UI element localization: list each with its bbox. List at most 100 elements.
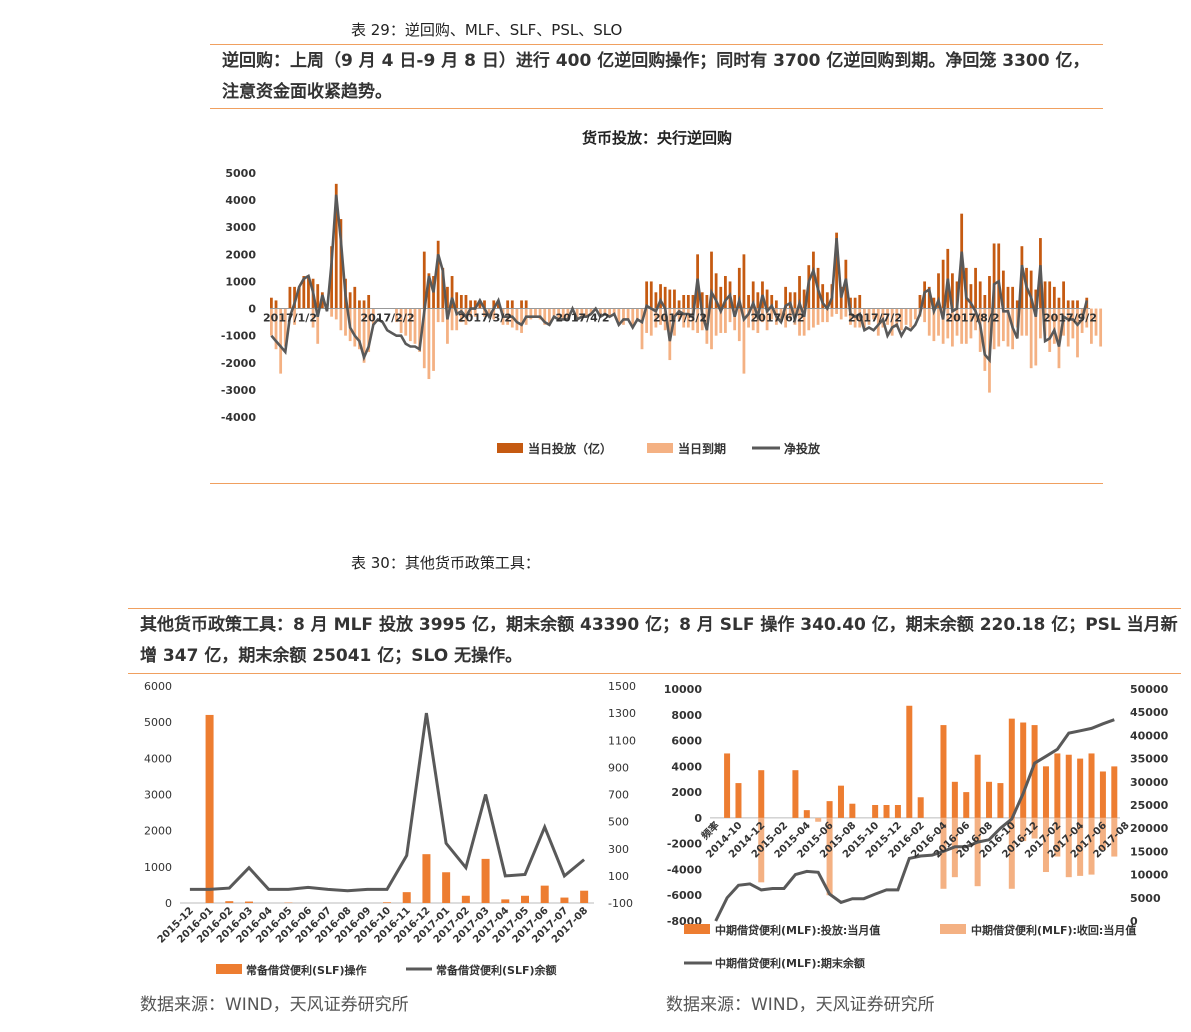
bar-maturity bbox=[779, 308, 783, 323]
bar-maturity bbox=[835, 308, 838, 314]
bar-maturity bbox=[946, 308, 950, 339]
y-left-tick: -6000 bbox=[667, 889, 703, 902]
bar-inflow bbox=[798, 276, 801, 309]
bar-inflow bbox=[719, 286, 723, 309]
bar-maturity bbox=[483, 308, 486, 317]
bar-maturity bbox=[339, 308, 343, 331]
bar-mlf-injection bbox=[997, 783, 1004, 818]
bar-slf-operation bbox=[481, 858, 490, 903]
y-left-tick: 10000 bbox=[664, 683, 703, 696]
bar-inflow bbox=[483, 300, 486, 309]
bar-maturity bbox=[1001, 308, 1005, 342]
bar-maturity bbox=[344, 308, 347, 336]
bar-mlf-withdrawal bbox=[940, 817, 947, 889]
y-left-tick: -2000 bbox=[667, 838, 703, 851]
bar-inflow bbox=[677, 300, 681, 309]
legend-label-slf-balance: 常备借贷便利(SLF)余额 bbox=[436, 963, 557, 977]
bar-maturity bbox=[932, 308, 936, 342]
bar-maturity bbox=[691, 308, 695, 331]
bar-maturity bbox=[802, 308, 806, 336]
bar-mlf-withdrawal bbox=[1020, 817, 1027, 842]
bar-maturity bbox=[534, 308, 537, 317]
y-left-tick: 0 bbox=[694, 812, 702, 825]
bar-inflow bbox=[339, 219, 343, 309]
bar-inflow bbox=[334, 183, 338, 309]
bar-inflow bbox=[1029, 270, 1033, 309]
bar-mlf-injection bbox=[917, 797, 924, 818]
bar-inflow bbox=[524, 300, 528, 309]
bar-inflow bbox=[659, 284, 662, 309]
bar-maturity bbox=[293, 308, 296, 325]
y-left-tick: 3000 bbox=[144, 789, 172, 802]
bar-maturity bbox=[923, 308, 926, 323]
bar-maturity bbox=[964, 308, 968, 344]
bar-inflow bbox=[358, 300, 361, 309]
y-tick-label: 3000 bbox=[225, 221, 256, 234]
bar-inflow bbox=[441, 267, 445, 309]
bar-maturity bbox=[654, 308, 658, 328]
bar-maturity bbox=[844, 308, 848, 317]
y-left-tick: 2000 bbox=[671, 786, 702, 799]
bar-maturity bbox=[543, 308, 547, 325]
bar-maturity bbox=[682, 308, 686, 328]
bar-inflow bbox=[756, 292, 760, 309]
bar-mlf-injection bbox=[986, 781, 993, 818]
bar-inflow bbox=[937, 273, 940, 309]
bar-mlf-withdrawal bbox=[1042, 817, 1049, 873]
bar-mlf-injection bbox=[1077, 758, 1084, 818]
bar-mlf-withdrawal bbox=[815, 817, 822, 822]
bar-maturity bbox=[951, 308, 954, 347]
bar-maturity bbox=[784, 308, 788, 328]
bar-inflow bbox=[520, 300, 523, 309]
bar-maturity bbox=[515, 308, 519, 331]
bar-mlf-withdrawal bbox=[1065, 817, 1072, 878]
bar-inflow bbox=[307, 276, 310, 309]
bar-slf-operation bbox=[422, 854, 431, 903]
bar-slf-operation bbox=[560, 897, 569, 903]
legend-label-maturity: 当日到期 bbox=[678, 441, 726, 456]
bar-maturity bbox=[640, 308, 644, 350]
bar-maturity bbox=[617, 308, 621, 325]
y-right-tick: 0 bbox=[1130, 915, 1138, 928]
bar-mlf-injection bbox=[951, 781, 958, 818]
bar-mlf-injection bbox=[758, 770, 765, 818]
bar-maturity bbox=[1090, 308, 1093, 344]
bar-maturity bbox=[649, 308, 653, 336]
bar-maturity bbox=[862, 308, 866, 331]
y-tick-label: -2000 bbox=[221, 357, 257, 370]
bar-mlf-withdrawal bbox=[974, 817, 981, 887]
bar-mlf-withdrawal bbox=[1099, 817, 1106, 851]
bar-maturity bbox=[849, 308, 852, 325]
table30-top-rule bbox=[128, 608, 1181, 609]
bar-inflow bbox=[316, 284, 320, 309]
bar-maturity bbox=[659, 308, 662, 325]
bar-inflow bbox=[302, 276, 306, 309]
y-tick-label: -1000 bbox=[221, 330, 257, 343]
bar-inflow bbox=[951, 273, 954, 309]
bar-mlf-injection bbox=[1008, 718, 1015, 818]
slf-balance-line bbox=[189, 712, 586, 893]
bar-inflow bbox=[853, 297, 857, 309]
bar-mlf-injection bbox=[872, 805, 879, 818]
bar-mlf-injection bbox=[1088, 753, 1095, 818]
bar-mlf-injection bbox=[1042, 766, 1049, 818]
source-right: 数据来源：WIND，天风证券研究所 bbox=[666, 995, 935, 1015]
y-left-tick: -4000 bbox=[667, 863, 703, 876]
bar-inflow bbox=[918, 295, 922, 309]
bar-maturity bbox=[927, 308, 931, 336]
bar-maturity bbox=[1052, 308, 1056, 344]
legend-swatch-mlf-withdrawal bbox=[940, 924, 966, 934]
y-right-tick: 30000 bbox=[1130, 776, 1169, 789]
bar-inflow bbox=[751, 281, 755, 309]
table29-bottom-rule bbox=[210, 483, 1103, 484]
bar-slf-operation bbox=[580, 890, 589, 903]
bar-inflow bbox=[297, 286, 301, 309]
bar-inflow bbox=[673, 289, 676, 309]
bar-inflow bbox=[270, 297, 273, 309]
legend-label-net: 净投放 bbox=[784, 441, 821, 456]
bar-maturity bbox=[635, 308, 639, 320]
bar-maturity bbox=[538, 308, 542, 320]
y-right-tick: 100 bbox=[608, 870, 629, 883]
bar-inflow bbox=[367, 295, 371, 309]
bar-maturity bbox=[413, 308, 417, 344]
